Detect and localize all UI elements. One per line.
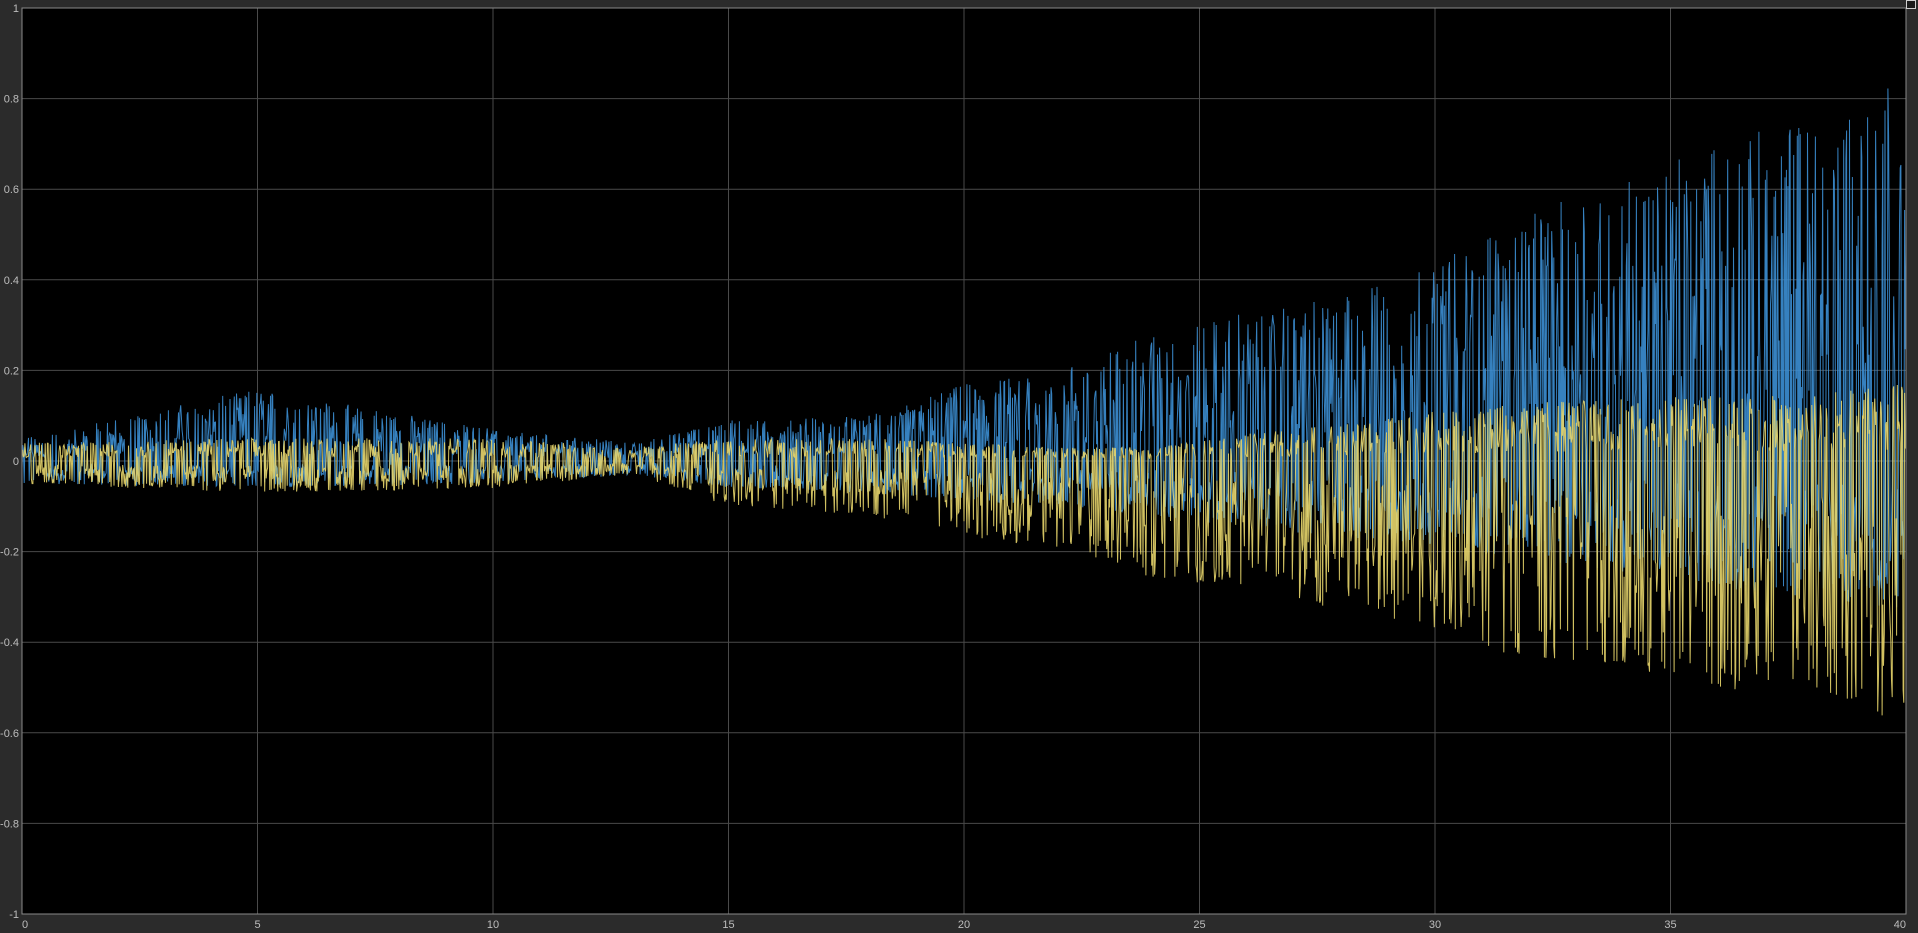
x-tick-label: 15 [722, 919, 734, 931]
y-tick-label: 1 [13, 3, 19, 15]
x-tick-label: 30 [1429, 919, 1441, 931]
y-tick-label: 0.4 [4, 275, 19, 287]
axes-toggle-icon[interactable] [1906, 0, 1916, 9]
axes-border [21, 7, 1907, 915]
y-tick-label: -0.2 [0, 547, 19, 559]
y-tick-label: 0.8 [4, 94, 19, 106]
y-tick-label: -0.6 [0, 728, 19, 740]
x-tick-label: 35 [1664, 919, 1676, 931]
x-tick-label: 40 [1894, 919, 1906, 931]
x-tick-label: 25 [1193, 919, 1205, 931]
y-tick-label: -1 [9, 909, 19, 921]
x-tick-label: 20 [958, 919, 970, 931]
y-tick-label: 0.2 [4, 365, 19, 377]
x-tick-label: 5 [254, 919, 260, 931]
series-line-2 [21, 384, 1907, 716]
x-tick-label: 0 [22, 919, 28, 931]
y-tick-label: -0.4 [0, 637, 19, 649]
y-tick-label: 0.6 [4, 184, 19, 196]
y-tick-label: 0 [13, 456, 19, 468]
y-tick-label: -0.8 [0, 818, 19, 830]
x-tick-label: 10 [487, 919, 499, 931]
